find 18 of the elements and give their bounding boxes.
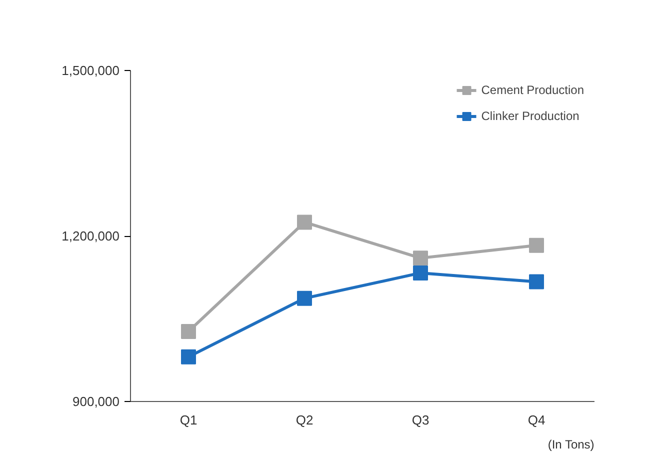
y-tick-label: 900,000 <box>72 394 120 409</box>
text: (In Tons) <box>548 438 594 452</box>
point <box>297 290 312 306</box>
point <box>181 349 196 364</box>
point <box>529 238 544 253</box>
point <box>413 250 428 266</box>
legend-label: Cement Production <box>481 83 584 97</box>
point <box>297 214 312 230</box>
x-tick-label: Q4 <box>528 412 546 428</box>
y-tick-label: 1,200,000 <box>62 228 120 244</box>
x-tick-label: Q2 <box>296 412 314 428</box>
x-tick-label: Q1 <box>180 412 198 428</box>
point <box>413 265 428 280</box>
legend-label: Clinker Production <box>481 109 580 123</box>
point <box>181 324 196 339</box>
y-tick-label: 1,500,000 <box>62 63 120 78</box>
x-tick-label: Q3 <box>412 412 430 428</box>
point <box>529 274 544 290</box>
